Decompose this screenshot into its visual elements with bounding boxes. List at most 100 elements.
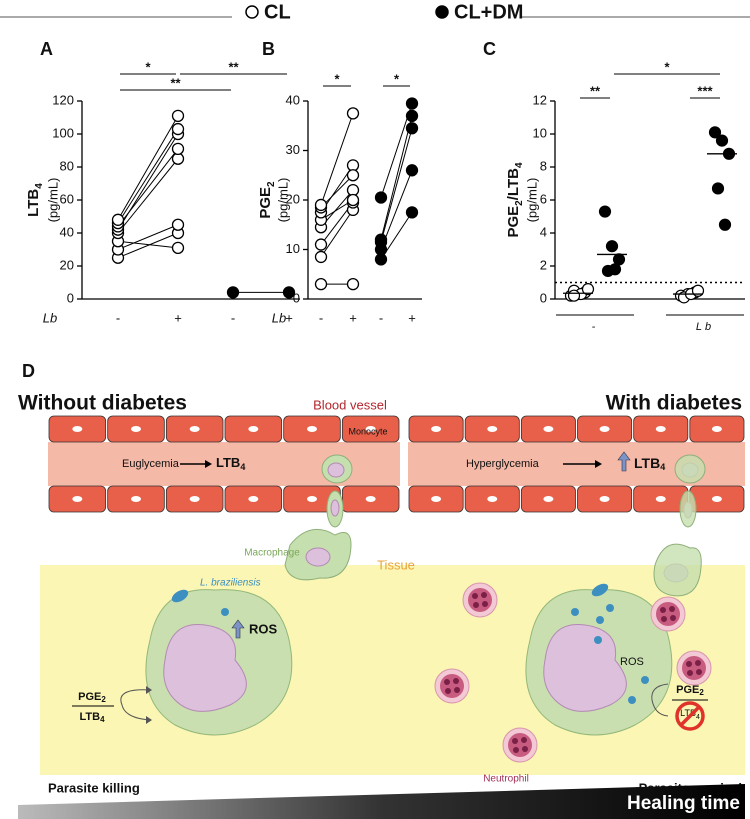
y-tick-label: 4 (540, 224, 547, 239)
point (608, 263, 622, 276)
x-tick-label: - (379, 310, 383, 325)
cell-nucleus (248, 426, 259, 432)
panel-letter: B (262, 39, 275, 59)
cell-nucleus (248, 496, 259, 502)
y-axis-label: LTB4 (25, 183, 45, 217)
cell-nucleus (431, 496, 442, 502)
y-axis-unit: (pg/mL) (45, 178, 60, 223)
x-tick-label: Lb (696, 321, 714, 333)
parasite (221, 608, 229, 616)
ltb-main: LTB (634, 455, 660, 471)
condition: Hyperglycemia (466, 458, 540, 470)
y-axis-label: PGE2 (257, 181, 277, 219)
ros-label: ROS (620, 656, 644, 668)
ltb-sub: 4 (100, 715, 105, 724)
point (374, 191, 388, 204)
pair-line (380, 128, 413, 243)
neutrophil (434, 668, 470, 704)
fraction-bottom: LTB4 (680, 708, 700, 720)
parasite (171, 589, 189, 603)
point (374, 233, 388, 246)
pge-sub: 2 (101, 695, 106, 704)
cell-nucleus (307, 496, 317, 502)
point (581, 283, 595, 296)
cell-nucleus (365, 496, 376, 502)
point (111, 213, 125, 226)
x-tick-label: - (319, 310, 323, 325)
monocyte-right (653, 454, 706, 597)
y-tick-label: 0 (67, 290, 74, 305)
significance-label: * (664, 59, 670, 74)
point (405, 206, 419, 219)
neutrophil (502, 727, 538, 763)
healing-wedge (18, 784, 745, 819)
point (171, 241, 185, 255)
pge-sub: 2 (699, 688, 704, 697)
x-axis-label: Lb (272, 310, 286, 325)
significance-label: * (394, 71, 400, 86)
left-title: Without diabetes (18, 392, 187, 415)
neutrophil-label: Neutrophil (483, 774, 529, 785)
y-label-sub: 2 (514, 200, 525, 206)
point (711, 182, 725, 195)
y-axis-unit: (pg/mL) (275, 178, 290, 223)
point (314, 250, 328, 264)
pair-line (117, 115, 179, 221)
ros-label: ROS (249, 621, 278, 636)
cycle-arrow (651, 683, 669, 717)
y-tick-label: 40 (286, 92, 300, 107)
pair-line (117, 148, 179, 227)
increase-arrow (231, 619, 245, 639)
neutrophil (676, 650, 712, 686)
pair-line (320, 209, 354, 258)
significance-label: *** (697, 83, 713, 98)
nucleus (543, 623, 627, 712)
point (708, 126, 722, 139)
cell-nucleus (599, 426, 610, 432)
significance-label: ** (170, 75, 181, 90)
ltb-label: LTB4 (216, 455, 245, 472)
cell-nucleus (72, 426, 83, 432)
point (226, 286, 240, 299)
point (715, 134, 729, 147)
panel-d: D Without diabetes With diabetes Blood v… (18, 361, 745, 819)
cell-nucleus (189, 426, 200, 432)
y-tick-label: 40 (60, 224, 74, 239)
ltb-sub: 4 (660, 462, 665, 472)
ltb-main: LTB (79, 711, 100, 723)
cell-nucleus (189, 496, 200, 502)
ltb-main: LTB (680, 708, 696, 718)
pair-line (117, 240, 179, 249)
cell-nucleus (599, 496, 610, 502)
panel-letter: D (22, 361, 35, 381)
y-tick-label: 120 (52, 92, 74, 107)
y-tick-label: 0 (293, 290, 300, 305)
y-axis-label: PGE2/LTB4 (505, 162, 525, 237)
cell-nucleus (711, 426, 722, 432)
x-tick-label: + (408, 310, 416, 325)
ltb-sub: 4 (240, 462, 245, 472)
tissue-label: Tissue (377, 557, 415, 572)
x-tick-label: + (285, 310, 293, 325)
y-tick-label: 100 (52, 125, 74, 140)
arrow-heads (146, 686, 152, 724)
point (171, 109, 185, 122)
fraction-top: PGE2 (676, 684, 704, 697)
pge-main: PGE (676, 684, 699, 696)
point (605, 240, 619, 253)
point (314, 238, 328, 251)
point (314, 198, 328, 212)
blocked-sign (675, 701, 705, 731)
ltb-label: LTB4 (634, 455, 665, 473)
y-label-sub: 4 (514, 162, 525, 168)
legend-marker (435, 5, 449, 19)
arrow-head (205, 460, 212, 468)
fraction-bottom: LTB4 (79, 711, 105, 724)
point (405, 122, 419, 135)
y-tick-label: 60 (60, 191, 74, 206)
cycle-arrow (120, 689, 151, 721)
y-label-sub: 2 (266, 181, 277, 187)
condition: Euglycemia (122, 458, 180, 470)
significance-label: ** (228, 59, 239, 74)
